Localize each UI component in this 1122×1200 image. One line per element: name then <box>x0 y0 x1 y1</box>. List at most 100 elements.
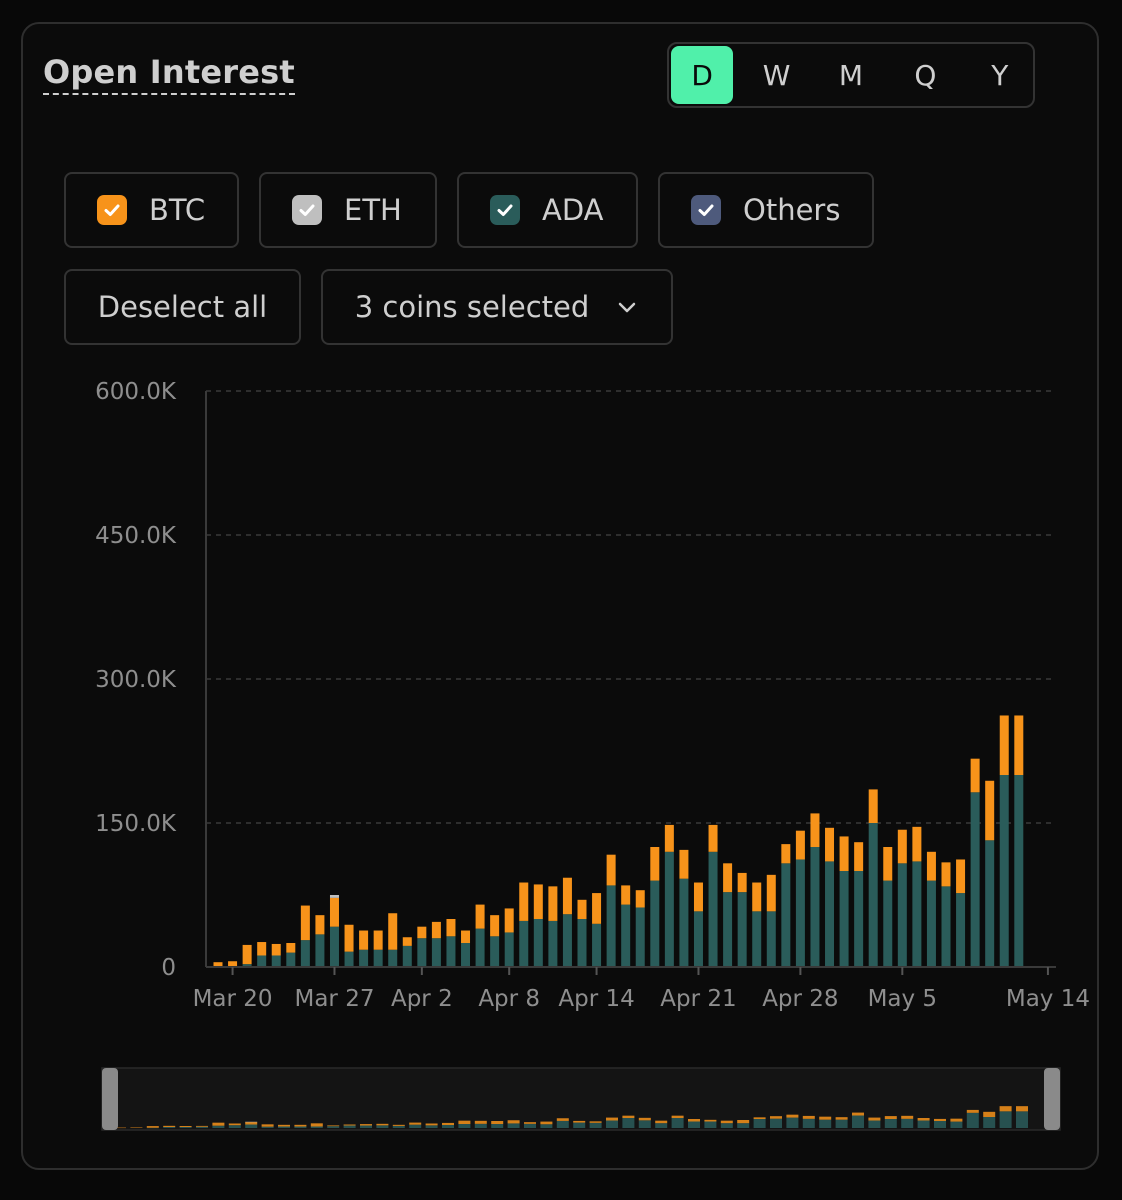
bar-group[interactable] <box>635 890 645 967</box>
bar-group[interactable] <box>359 930 369 967</box>
mini-bar-segment <box>934 1121 946 1128</box>
bar-group[interactable] <box>606 854 616 967</box>
mini-bar-segment <box>786 1114 799 1118</box>
bar-group[interactable] <box>708 824 718 967</box>
mini-bar-segment <box>638 1117 651 1121</box>
mini-bar-segment <box>688 1119 700 1122</box>
bar-group[interactable] <box>1014 715 1024 967</box>
mini-bar-segment <box>638 1120 651 1128</box>
period-day-button[interactable]: D <box>671 46 734 104</box>
bar-group[interactable] <box>300 905 310 967</box>
bar-group[interactable] <box>839 836 849 967</box>
bar-group[interactable] <box>883 847 893 967</box>
range-navigator[interactable] <box>101 1067 1061 1131</box>
bar-group[interactable] <box>329 895 339 967</box>
bar-group[interactable] <box>562 877 572 967</box>
bar-group[interactable] <box>737 872 747 967</box>
bar-group[interactable] <box>533 884 543 967</box>
bar-group[interactable] <box>548 886 558 967</box>
period-month-button[interactable]: M <box>838 58 864 92</box>
bar-group[interactable] <box>475 904 485 967</box>
bar-group[interactable] <box>402 937 412 967</box>
bar-group[interactable] <box>461 930 471 967</box>
bar-group[interactable] <box>810 813 820 967</box>
period-year-button[interactable]: Y <box>991 58 1009 92</box>
checkbox-checked-icon <box>97 195 127 225</box>
bar-group[interactable] <box>664 824 674 967</box>
page-title[interactable]: Open Interest <box>43 53 295 95</box>
period-week-button[interactable]: W <box>762 58 791 92</box>
mini-bar-segment <box>212 1122 225 1126</box>
bar-group[interactable] <box>577 899 587 967</box>
y-tick-label: 0 <box>161 955 176 981</box>
bar-group[interactable] <box>693 882 703 967</box>
navigator-left-handle[interactable] <box>102 1068 118 1130</box>
bar-group[interactable] <box>650 847 660 967</box>
coin-filter-btc[interactable]: BTC <box>64 172 239 248</box>
bar-group[interactable] <box>519 882 529 967</box>
mini-bar-segment <box>343 1125 356 1128</box>
bar-group[interactable] <box>213 962 223 967</box>
bar-group[interactable] <box>985 780 995 967</box>
navigator-right-handle[interactable] <box>1044 1068 1060 1130</box>
bar-group[interactable] <box>941 862 951 967</box>
bar-group[interactable] <box>490 915 500 967</box>
mini-bar-segment <box>868 1120 881 1128</box>
bar-group[interactable] <box>854 842 864 967</box>
bar-group[interactable] <box>242 944 252 967</box>
bar-segment-ada <box>548 920 558 967</box>
bar-segment-btc <box>650 847 660 881</box>
bar-group[interactable] <box>504 908 514 967</box>
bar-group[interactable] <box>825 827 835 967</box>
bar-segment-ada <box>781 863 791 967</box>
coins-selected-dropdown[interactable]: 3 coins selected <box>321 269 673 345</box>
mini-bar-segment <box>278 1126 290 1128</box>
bar-group[interactable] <box>999 715 1009 967</box>
bar-group[interactable] <box>679 849 689 967</box>
mini-bar-segment <box>573 1122 586 1128</box>
bar-group[interactable] <box>868 789 878 967</box>
bar-group[interactable] <box>592 893 602 967</box>
bar-group[interactable] <box>228 961 238 967</box>
bar-segment-ada <box>359 949 369 967</box>
bar-group[interactable] <box>446 919 456 967</box>
coin-filter-others[interactable]: Others <box>658 172 874 248</box>
bar-group[interactable] <box>388 913 398 967</box>
deselect-all-button[interactable]: Deselect all <box>64 269 301 345</box>
bar-group[interactable] <box>956 859 966 967</box>
bar-group[interactable] <box>723 863 733 967</box>
mini-bar-segment <box>589 1122 602 1128</box>
bar-group[interactable] <box>271 943 281 967</box>
mini-bar-segment <box>540 1124 553 1128</box>
bar-group[interactable] <box>344 924 354 967</box>
mini-bar-segment <box>114 1127 126 1129</box>
bar-group[interactable] <box>897 829 907 967</box>
bar-group[interactable] <box>286 943 296 967</box>
period-quarter-button[interactable]: Q <box>914 58 937 92</box>
bar-group[interactable] <box>912 826 922 967</box>
coins-selected-label: 3 coins selected <box>354 290 590 324</box>
y-tick-label: 600.0K <box>95 379 177 405</box>
y-axis: 600.0K 450.0K 300.0K 150.0K 0 <box>95 379 207 981</box>
coin-filter-ada[interactable]: ADA <box>457 172 638 248</box>
bar-group[interactable] <box>795 830 805 967</box>
x-tick-label: May 5 <box>868 986 938 1012</box>
bar-group[interactable] <box>926 851 936 967</box>
bar-group[interactable] <box>781 844 791 967</box>
mini-bar-segment <box>294 1124 307 1127</box>
bar-group[interactable] <box>766 874 776 967</box>
mini-bar-segment <box>409 1122 422 1125</box>
bar-segment-btc <box>475 904 485 929</box>
bar-group[interactable] <box>257 942 267 967</box>
bar-segment-btc <box>329 897 339 927</box>
bar-group[interactable] <box>431 921 441 967</box>
bar-group[interactable] <box>373 930 383 967</box>
bar-group[interactable] <box>752 882 762 967</box>
coin-filter-label: Others <box>743 193 841 227</box>
bar-group[interactable] <box>621 885 631 967</box>
coin-filter-eth[interactable]: ETH <box>259 172 437 248</box>
bar-group[interactable] <box>970 758 980 967</box>
bar-segment-btc <box>868 789 878 823</box>
bar-group[interactable] <box>417 926 427 967</box>
bar-group[interactable] <box>315 915 325 967</box>
